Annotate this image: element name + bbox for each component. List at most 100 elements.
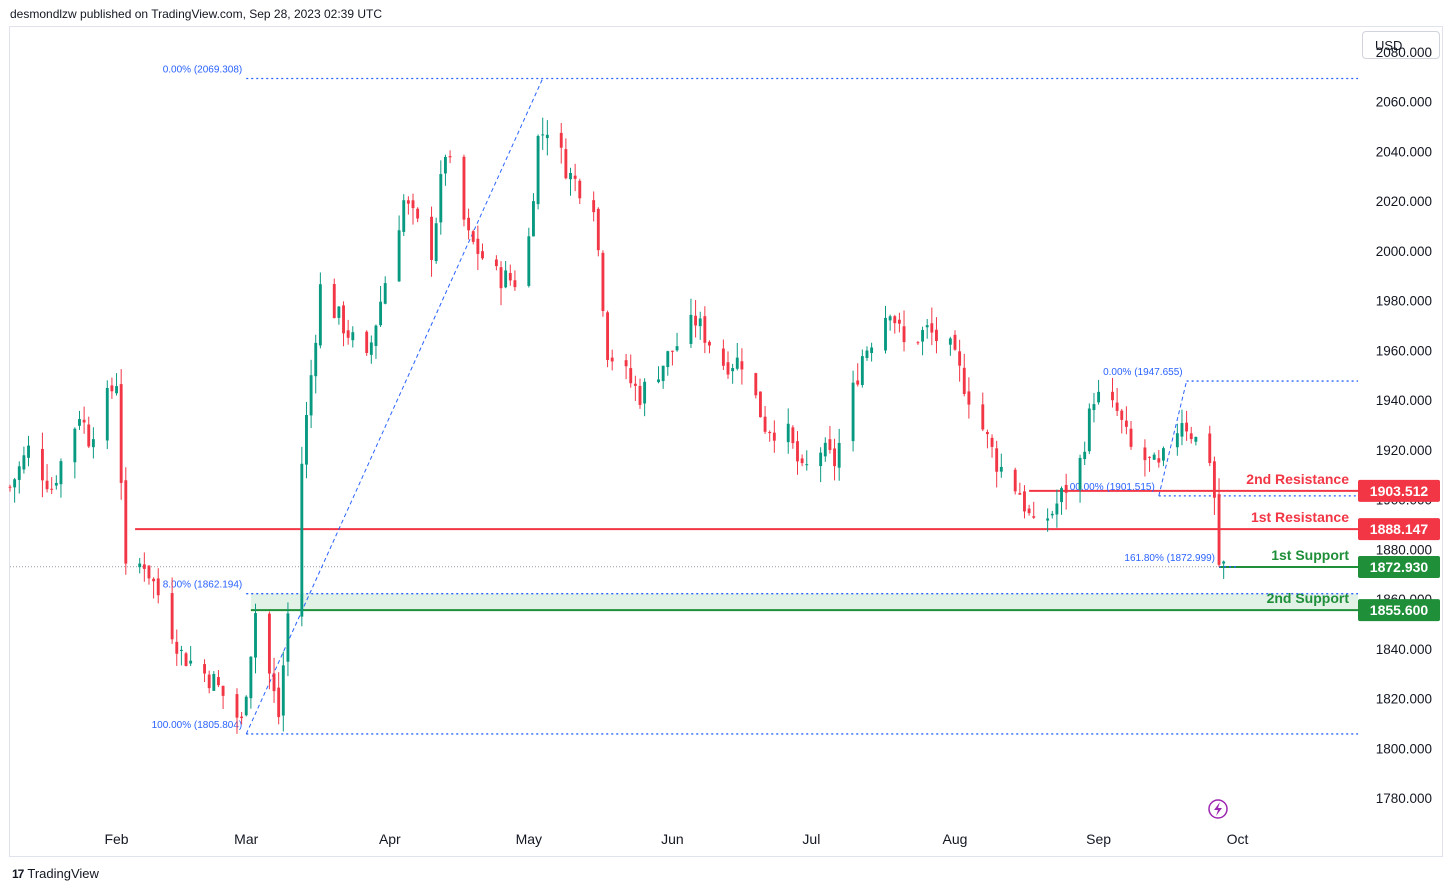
candle-body — [578, 180, 582, 199]
candle-body — [768, 431, 772, 434]
candle-body — [564, 149, 568, 179]
x-tick-label: Feb — [104, 831, 128, 847]
candle-body — [675, 346, 679, 351]
candle-body — [893, 316, 897, 324]
candle-body — [935, 329, 938, 342]
candle-body — [59, 461, 63, 485]
candle-body — [1175, 433, 1179, 448]
candle-body — [17, 466, 21, 480]
candle-body — [541, 134, 545, 136]
candle-body — [50, 488, 54, 490]
candle-body — [115, 386, 118, 394]
levels-layer: 2nd Resistance 1st Resistance 1st Support 2… — [10, 471, 1358, 612]
candle-body — [902, 326, 906, 343]
candle-body — [138, 563, 142, 568]
candle-body — [703, 316, 707, 343]
candle-body — [1092, 404, 1096, 411]
candle-body — [27, 445, 30, 458]
candle-body — [467, 217, 471, 231]
candle-body — [462, 156, 466, 220]
candle-body — [189, 660, 193, 664]
candle-body — [958, 351, 962, 366]
candle-body — [545, 134, 549, 139]
candle-body — [837, 442, 841, 468]
price-axis: 1780.0001800.0001820.0001840.0001860.000… — [1376, 45, 1432, 806]
candle-body — [1087, 408, 1091, 452]
candle-body — [610, 357, 614, 362]
candle-body — [212, 673, 216, 691]
candle-body — [1129, 428, 1133, 447]
candle-body — [870, 347, 874, 354]
candle-body — [13, 479, 17, 488]
tradingview-footer[interactable]: 17 TradingView — [12, 866, 99, 881]
trend-line — [245, 78, 544, 735]
candle-body — [698, 318, 702, 327]
candle-body — [670, 350, 674, 352]
candle-body — [40, 448, 44, 481]
candle-body — [791, 427, 795, 444]
candle-body — [476, 238, 480, 254]
candle-body — [962, 367, 966, 394]
candle-body — [573, 175, 577, 179]
candle-body — [1124, 420, 1128, 427]
candle-body — [1027, 508, 1031, 514]
candle-body — [796, 441, 799, 462]
candle-body — [281, 665, 285, 716]
candle-body — [823, 442, 827, 457]
candle-body — [860, 356, 864, 385]
y-tick-label: 1920.000 — [1376, 443, 1432, 458]
candle-body — [856, 380, 860, 385]
candle-body — [772, 432, 776, 441]
candle-body — [661, 365, 665, 382]
candle-body — [758, 391, 762, 418]
candle-body — [888, 316, 892, 321]
candle-body — [828, 439, 832, 450]
candle-body — [689, 314, 693, 344]
candle-body — [1060, 488, 1063, 503]
candle-body — [504, 270, 508, 288]
candle-body — [471, 231, 475, 242]
x-tick-label: Mar — [234, 831, 258, 847]
price-tag-label: 1903.512 — [1370, 483, 1429, 499]
candle-body — [1050, 513, 1054, 516]
candle-body — [254, 613, 257, 658]
candle-body — [416, 208, 420, 219]
brand-name: TradingView — [27, 866, 99, 881]
candle-body — [309, 375, 313, 416]
x-tick-label: Jun — [661, 831, 684, 847]
candle-body — [633, 383, 637, 386]
candle-body — [967, 391, 971, 405]
price-tag — [1358, 599, 1440, 622]
currency-button[interactable]: USD — [1362, 31, 1440, 59]
price-tag — [1358, 518, 1440, 541]
price-tag-label: 1855.600 — [1370, 602, 1429, 618]
candle-body — [735, 357, 739, 369]
candle-body — [999, 466, 1003, 472]
support-zone — [250, 593, 1358, 611]
candle-body — [1208, 433, 1212, 464]
candle-body — [786, 423, 790, 443]
candle-body — [916, 342, 920, 344]
candle-body — [884, 317, 887, 351]
candle-body — [277, 687, 281, 718]
time-axis: Feb Mar Apr May Jun Jul Aug Sep Oct — [104, 799, 1249, 847]
y-tick-label: 2040.000 — [1376, 144, 1432, 159]
candle-body — [865, 350, 869, 358]
candle-body — [763, 416, 767, 432]
candle-body — [78, 419, 81, 426]
candle-body — [430, 216, 433, 260]
candle-body — [170, 593, 174, 640]
candle-body — [434, 223, 438, 262]
candle-body — [305, 414, 308, 465]
price-tag-label: 1888.147 — [1370, 521, 1429, 537]
candle-body — [73, 428, 77, 463]
candle-body — [1217, 494, 1221, 565]
candle-body — [536, 135, 540, 205]
candle-body — [1120, 410, 1124, 420]
candle-body — [184, 653, 188, 667]
candle-body — [272, 673, 276, 692]
price-tag — [1358, 555, 1440, 578]
x-tick-label: Aug — [943, 831, 968, 847]
fibonacci-layer: 0.00% (2069.308) 100.00% (1805.804) 8.00% … — [152, 64, 1358, 735]
